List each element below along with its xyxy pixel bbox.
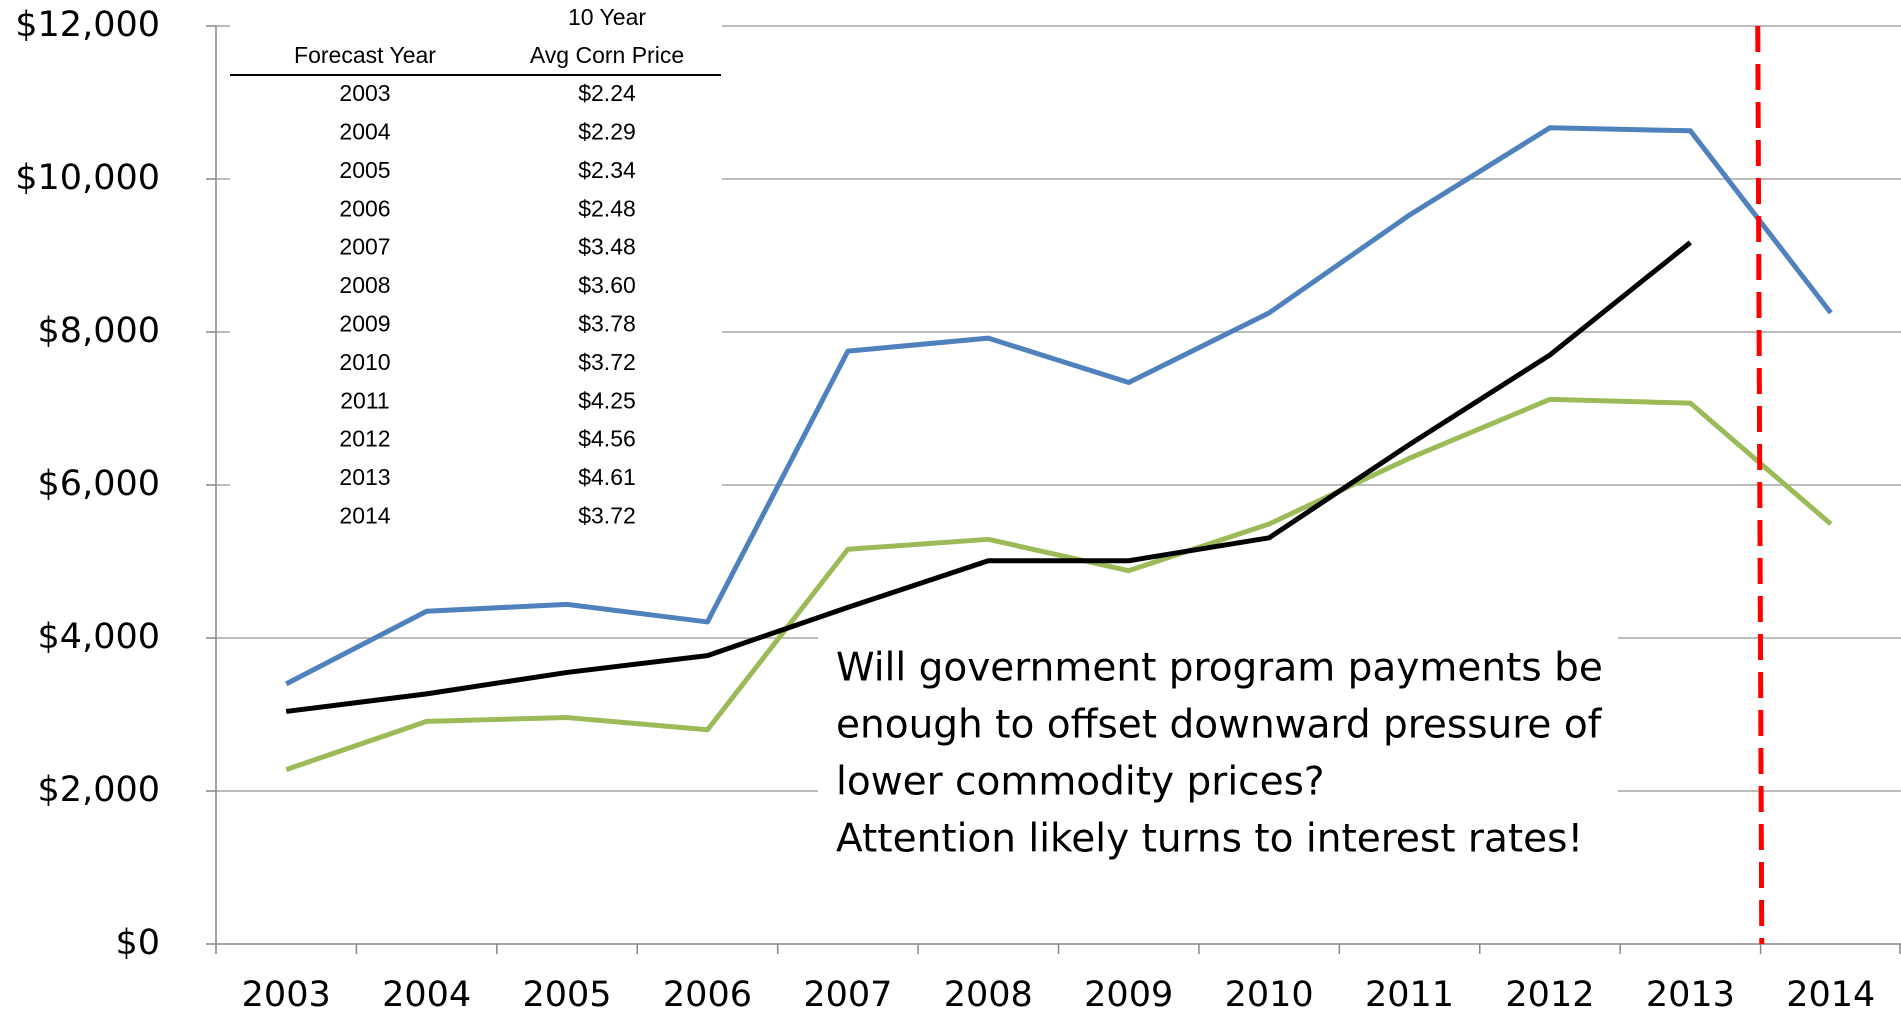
series-line — [285, 240, 1692, 714]
table-cell: 2005 — [339, 157, 390, 183]
table-cell: $2.48 — [578, 195, 636, 221]
x-tick-label: 2011 — [1365, 975, 1454, 1015]
table-cell: $3.72 — [578, 349, 636, 375]
table-cell: 2012 — [339, 426, 390, 452]
table-cell: $3.48 — [578, 234, 636, 260]
y-tick-label: $12,000 — [15, 5, 160, 45]
table-header: Forecast Year — [294, 42, 436, 68]
x-tick-label: 2012 — [1505, 975, 1594, 1015]
annotation: Attention likely turns to interest rates… — [836, 817, 1583, 862]
marker-line — [1755, 25, 1765, 945]
table-cell: $2.24 — [578, 80, 636, 106]
table-cell: $2.34 — [578, 157, 636, 183]
x-tick-label: 2004 — [382, 975, 471, 1015]
table-cell: 2009 — [339, 310, 390, 336]
annotation: Will government program payments be — [836, 646, 1603, 691]
series-line — [285, 396, 1833, 772]
table-cell: 2011 — [340, 387, 389, 413]
table-cell: 2003 — [339, 80, 390, 106]
x-tick-label: 2007 — [803, 975, 892, 1015]
annotation: lower commodity prices? — [836, 760, 1325, 805]
table-cell: 2007 — [339, 234, 390, 260]
table-cell: 2013 — [339, 464, 390, 490]
table-cell: $4.61 — [578, 464, 636, 490]
y-tick-label: $8,000 — [38, 311, 160, 351]
table-cell: $3.72 — [578, 502, 636, 528]
table-cell: $4.25 — [578, 387, 636, 413]
table-cell: $4.56 — [578, 426, 636, 452]
y-tick-label: $10,000 — [15, 158, 160, 198]
x-tick-label: 2005 — [523, 975, 612, 1015]
annotation: enough to offset downward pressure of — [836, 703, 1603, 748]
table-cell: 2010 — [339, 349, 390, 375]
x-tick-label: 2006 — [663, 975, 752, 1015]
y-tick-label: $0 — [115, 923, 160, 963]
x-tick-label: 2014 — [1786, 975, 1875, 1015]
x-tick-label: 2009 — [1084, 975, 1173, 1015]
y-tick-label: $4,000 — [38, 617, 160, 657]
x-tick-label: 2008 — [944, 975, 1033, 1015]
table-cell: $2.29 — [578, 118, 636, 144]
table-cell: 2004 — [339, 118, 390, 144]
table-cell: 2008 — [339, 272, 390, 298]
table-background — [230, 0, 722, 535]
table-cell: 2006 — [339, 195, 390, 221]
x-tick-label: 2013 — [1646, 975, 1735, 1015]
annotation-background — [818, 636, 1618, 872]
table-cell: $3.60 — [578, 272, 636, 298]
table-header: 10 Year — [568, 4, 646, 30]
series-line — [285, 125, 1833, 687]
y-tick-label: $6,000 — [38, 464, 160, 504]
table-cell: $3.78 — [578, 310, 636, 336]
table-header: Avg Corn Price — [530, 42, 684, 68]
x-tick-label: 2003 — [242, 975, 331, 1015]
y-tick-label: $2,000 — [38, 770, 160, 810]
table-cell: 2014 — [339, 502, 390, 528]
x-tick-label: 2010 — [1225, 975, 1314, 1015]
